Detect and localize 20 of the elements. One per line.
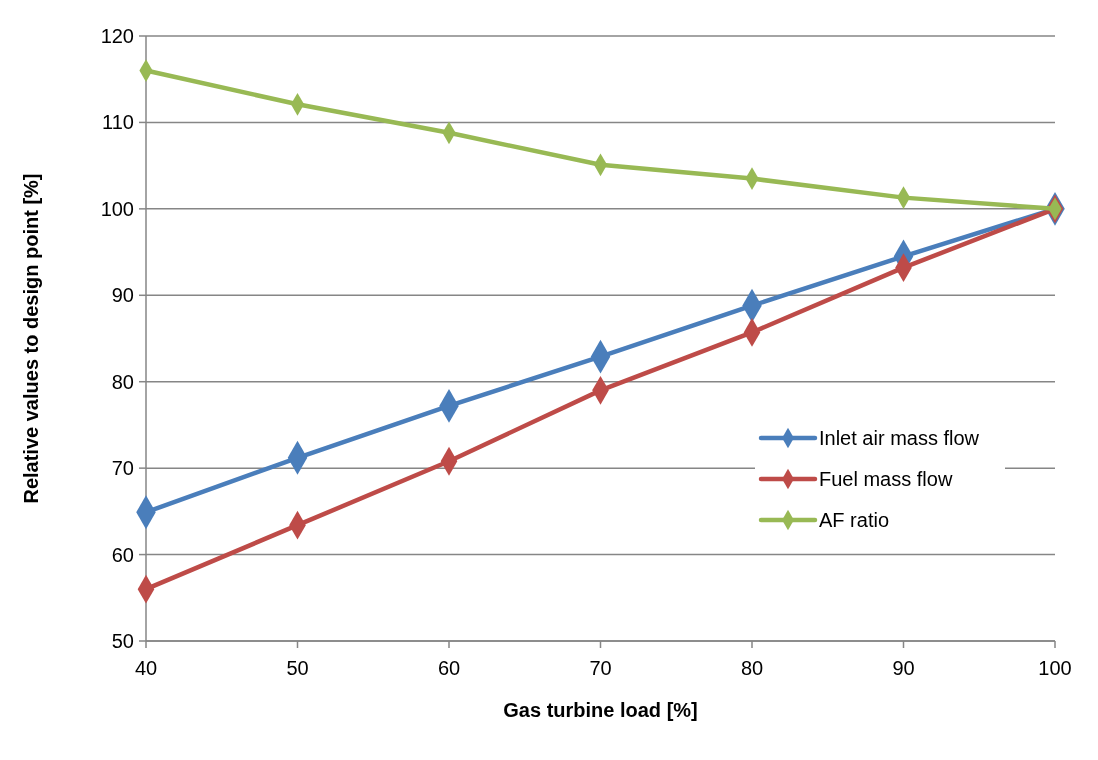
y-tick-label: 50 [111, 630, 134, 652]
legend-label: AF ratio [819, 509, 890, 531]
x-tick-label: 50 [286, 657, 309, 679]
y-tick-label: 120 [100, 25, 134, 47]
x-axis-title: Gas turbine load [%] [503, 699, 698, 721]
x-tick-label: 80 [740, 657, 764, 679]
y-tick-label: 60 [111, 543, 134, 566]
y-tick-label: 80 [111, 370, 134, 393]
y-tick-label: 70 [111, 457, 134, 480]
y-tick-label: 110 [102, 111, 134, 134]
y-axis-title: Relative values to design point [%] [20, 173, 42, 504]
x-tick-label: 70 [589, 657, 612, 679]
legend-label: Fuel mass flow [819, 468, 953, 490]
x-tick-label: 90 [892, 657, 915, 679]
y-tick-label: 90 [111, 284, 134, 307]
x-tick-label: 60 [437, 657, 461, 679]
legend-label: Inlet air mass flow [819, 427, 980, 449]
x-tick-label: 100 [1038, 657, 1072, 679]
x-tick-label: 40 [134, 657, 158, 679]
y-tick-label: 100 [100, 197, 134, 220]
